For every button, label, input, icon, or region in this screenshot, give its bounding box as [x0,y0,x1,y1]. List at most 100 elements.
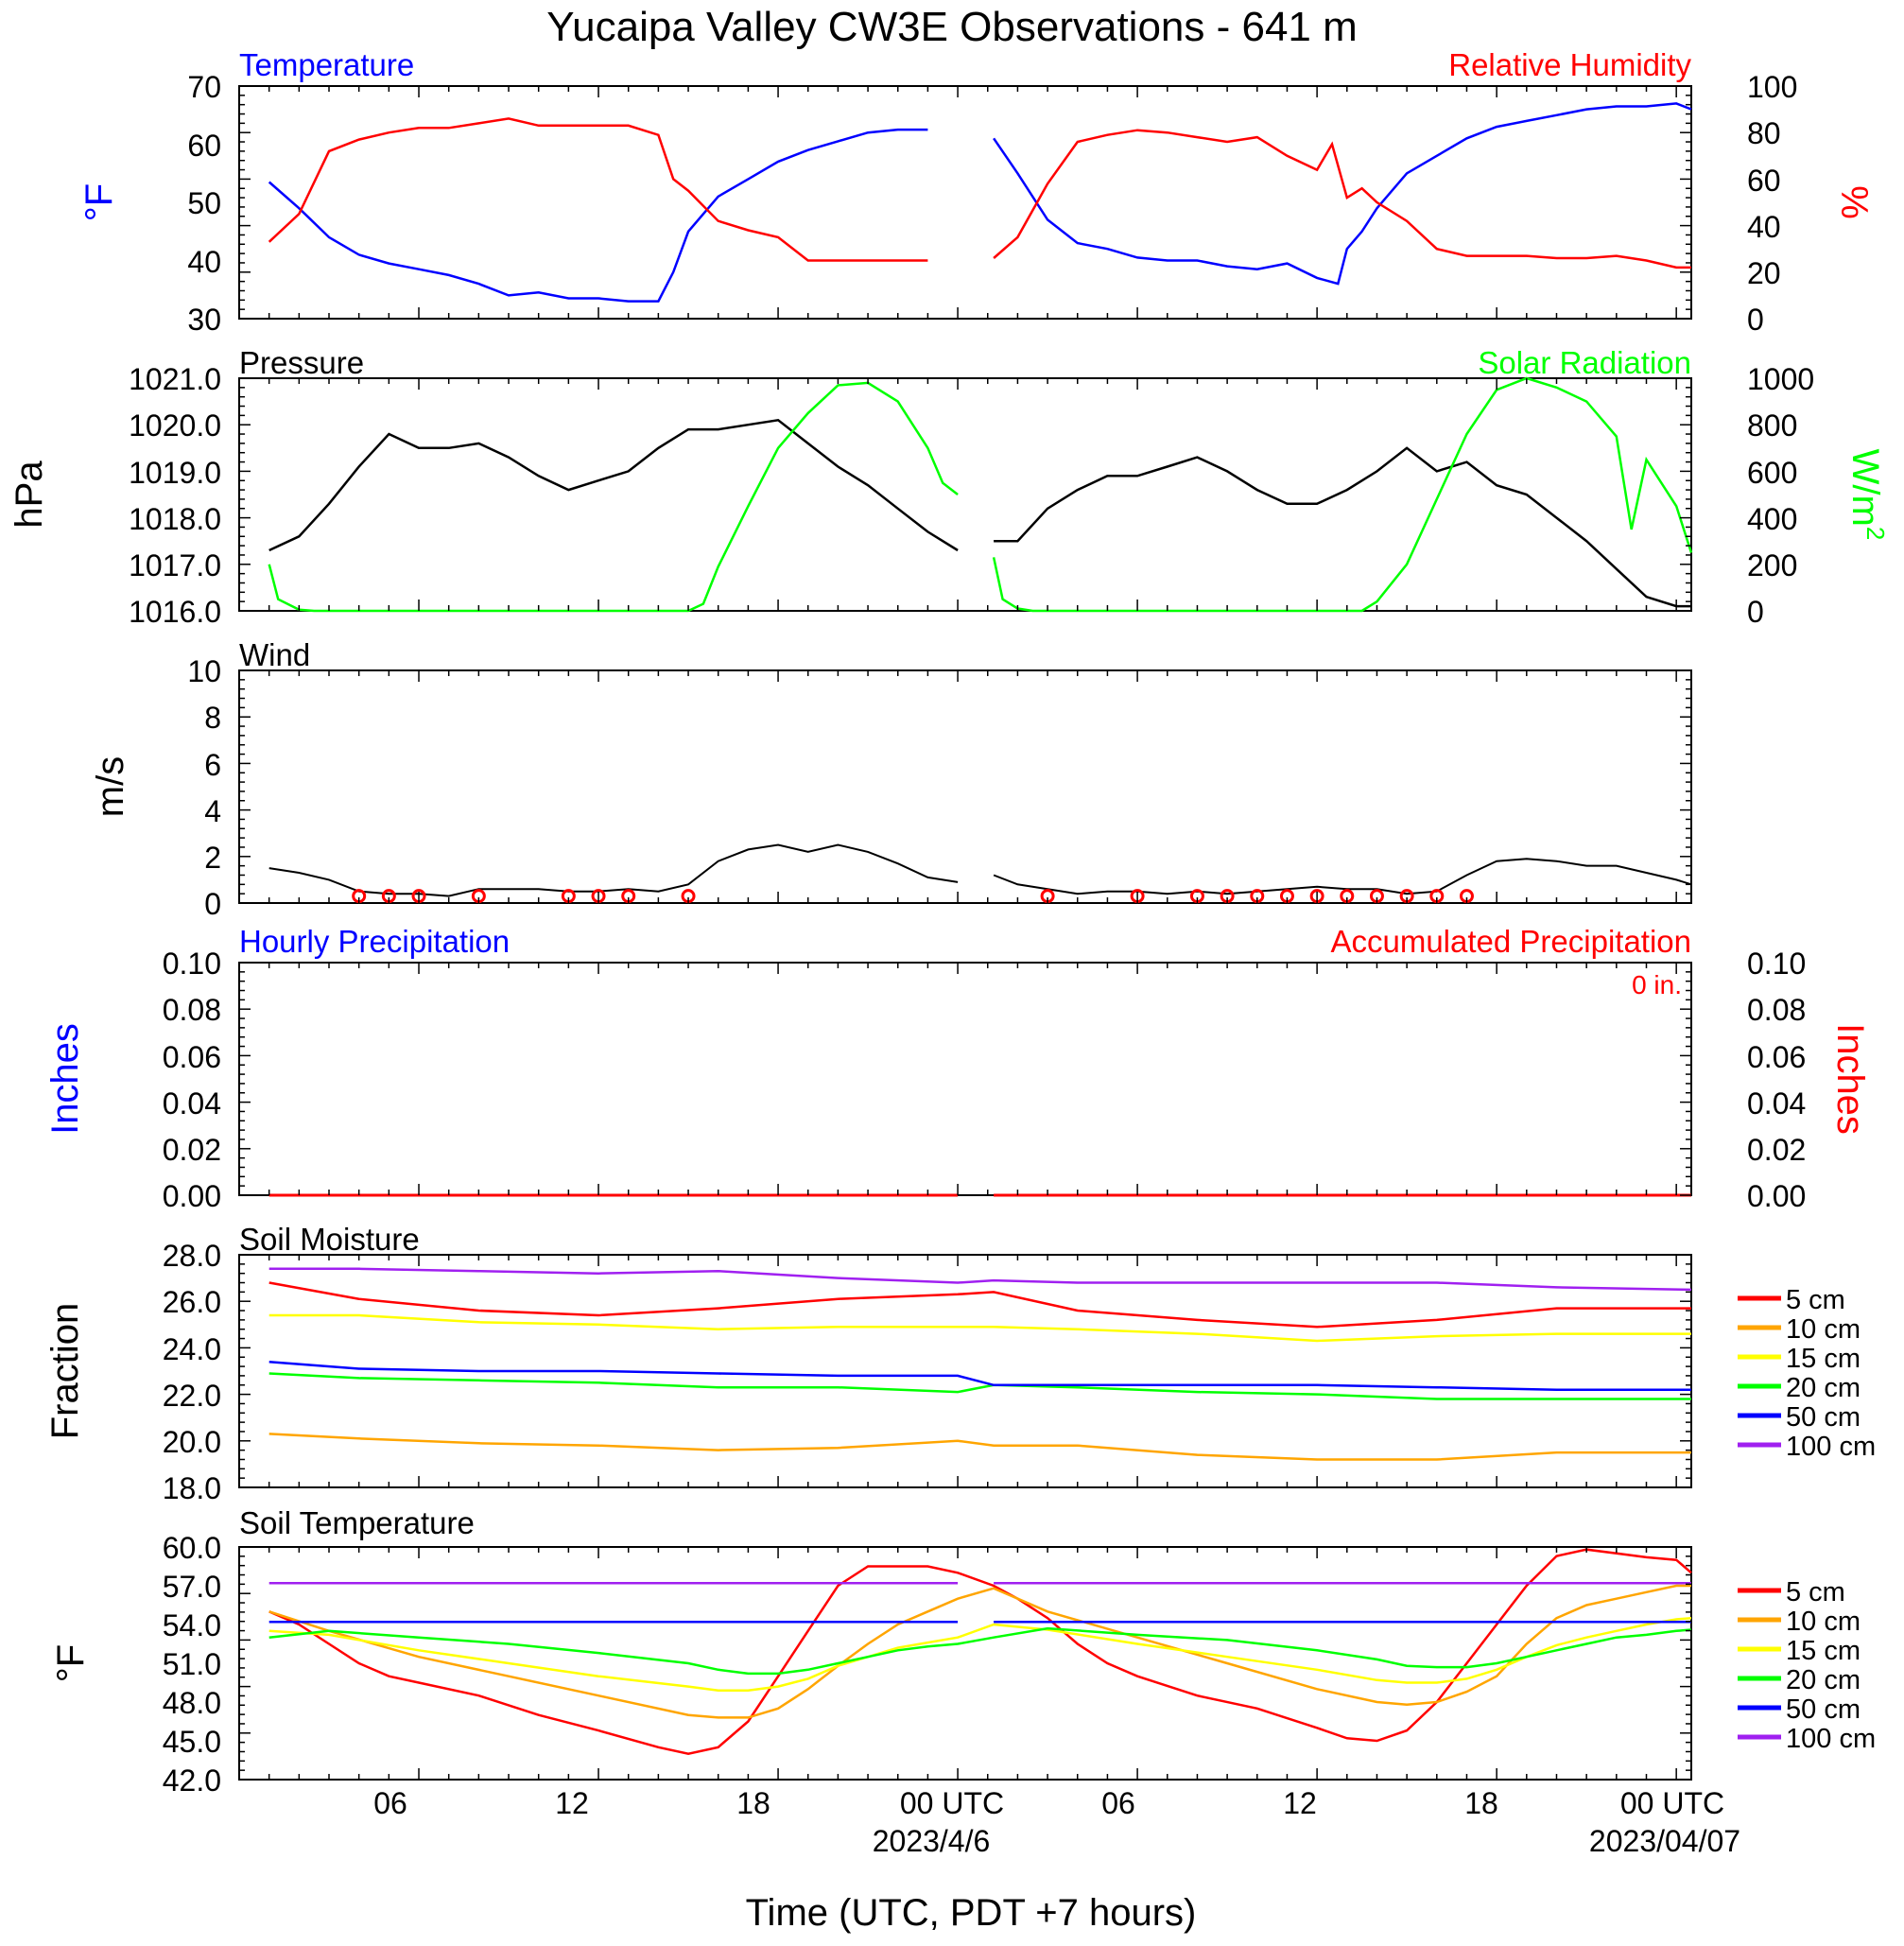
y-tick-label: 80 [1747,116,1781,150]
y-tick-label: 0.02 [1747,1133,1806,1167]
y-tick-label: 60.0 [163,1531,221,1565]
solar-radiation-line [268,376,1693,613]
x-tick-label: 18 [736,1786,770,1820]
pressure-unit-label: hPa [9,460,50,529]
y-ticks-left: 18.0 20.0 22.0 24.0 26.0 28.0 [163,1239,221,1505]
legend-label: 100 cm [1786,1724,1876,1754]
figure-title: Yucaipa Valley CW3E Observations - 641 m [546,4,1358,50]
plot-frame [238,1546,1692,1781]
y-tick-label: 30 [187,303,221,337]
temperature-unit-label: °F [78,183,120,221]
y-tick-label: 0.06 [1747,1040,1806,1074]
y-tick-label: 0 [1747,595,1764,629]
soil-moisture-50cm-line [268,1360,1691,1391]
y-tick-label: 18.0 [163,1471,221,1505]
y-tick-label: 0.00 [1747,1179,1806,1213]
hourly-precip-unit-label: Inches [44,1023,86,1135]
y-tick-label: 1016.0 [129,595,221,629]
y-tick-label: 20 [1747,256,1781,290]
y-tick-label: 800 [1747,408,1797,443]
y-tick-label: 28.0 [163,1239,221,1273]
x-date-label: 2023/04/07 [1589,1824,1740,1858]
plot-frame [238,85,1692,320]
y-tick-label: 0.04 [163,1086,221,1121]
y-tick-label: 40 [1747,210,1781,244]
soil-temperature-unit-label: °F [50,1644,92,1682]
soil-moisture-title: Soil Moisture [239,1222,420,1257]
wind-title: Wind [239,637,310,672]
hourly-precip-title: Hourly Precipitation [239,924,510,959]
y-tick-label: 6 [204,748,221,782]
y-tick-label: 1019.0 [129,456,221,490]
y-tick-label: 22.0 [163,1379,221,1413]
y-tick-label: 0.02 [163,1133,221,1167]
accum-precip-title: Accumulated Precipitation [1330,924,1691,959]
legend-label: 5 cm [1786,1577,1845,1607]
soil-temperature-legend: 5 cm 10 cm 15 cm 20 cm 50 cm 100 cm [1738,1577,1876,1754]
soil-moisture-10cm-line [268,1433,1691,1461]
x-tick-label: 00 UTC [900,1786,1004,1820]
soil-moisture-unit-label: Fraction [44,1303,86,1440]
humidity-line [268,117,1691,269]
x-tick-label: 18 [1464,1786,1498,1820]
y-tick-label: 0 [1747,303,1764,337]
y-tick-label: 54.0 [163,1608,221,1642]
y-tick-label: 400 [1747,502,1797,536]
y-tick-label: 0.10 [163,947,221,981]
soil-moisture-legend: 5 cm 10 cm 15 cm 20 cm 50 cm 100 cm [1738,1285,1876,1462]
y-tick-label: 0.08 [163,993,221,1027]
y-tick-label: 0.04 [1747,1086,1806,1121]
y-tick-label: 60 [187,129,221,163]
legend-label: 20 cm [1786,1373,1861,1403]
x-tick-label: 00 UTC [1620,1786,1724,1820]
y-tick-label: 1020.0 [129,408,221,443]
axis-tick-marks [239,85,1691,1781]
x-axis-labels: 06 12 18 00 UTC 06 12 18 00 UTC 2023/4/6… [373,1786,1740,1934]
y-ticks-left: 1016.0 1017.0 1018.0 1019.0 1020.0 1021.0 [129,362,221,629]
y-tick-label: 0 [204,887,221,921]
y-tick-label: 20.0 [163,1425,221,1459]
y-tick-label: 1017.0 [129,548,221,582]
pressure-title: Pressure [239,345,364,380]
soil-temperature-title: Soil Temperature [239,1505,475,1540]
accum-precip-total: 0 in. [1632,970,1682,999]
y-tick-label: 26.0 [163,1285,221,1319]
y-tick-label: 51.0 [163,1647,221,1681]
y-tick-label: 57.0 [163,1570,221,1604]
plot-frame [238,1254,1692,1488]
legend-label: 10 cm [1786,1314,1861,1345]
y-tick-label: 10 [187,654,221,688]
y-tick-label: 0.00 [163,1179,221,1213]
temperature-title: Temperature [239,47,414,82]
accum-precip-unit-label: Inches [1829,1023,1871,1135]
y-tick-label: 1000 [1747,362,1814,396]
soil-temp-15cm-line [268,1616,1692,1692]
y-ticks-left: 0 2 4 6 8 10 [187,654,221,921]
y-tick-label: 1021.0 [129,362,221,396]
panel-soil-moisture: Soil Moisture Fraction 18.0 20.0 22.0 24.0 2… [44,1222,1876,1505]
y-tick-label: 48.0 [163,1686,221,1720]
panel-precipitation: Hourly Precipitation Accumulated Precipi… [44,924,1871,1213]
y-tick-label: 200 [1747,548,1797,582]
y-tick-label: 4 [204,794,221,828]
y-tick-label: 70 [187,70,221,104]
legend-label: 15 cm [1786,1636,1861,1666]
plot-frame [238,377,1692,612]
y-tick-label: 0.10 [1747,947,1806,981]
y-tick-label: 0.06 [163,1040,221,1074]
y-ticks-left: 42.0 45.0 48.0 51.0 54.0 57.0 60.0 [163,1531,221,1798]
y-ticks-right: 0 200 400 600 800 1000 [1747,362,1814,629]
calm-wind-markers [352,889,1474,904]
legend-label: 100 cm [1786,1432,1876,1462]
y-tick-label: 2 [204,841,221,875]
y-tick-label: 45.0 [163,1725,221,1759]
x-date-label: 2023/4/6 [873,1824,991,1858]
y-tick-label: 1018.0 [129,502,221,536]
y-tick-label: 24.0 [163,1332,221,1366]
legend-label: 50 cm [1786,1694,1861,1725]
x-tick-label: 06 [373,1786,407,1820]
legend-label: 20 cm [1786,1665,1861,1695]
humidity-unit-label: % [1833,185,1875,219]
y-tick-label: 50 [187,186,221,220]
